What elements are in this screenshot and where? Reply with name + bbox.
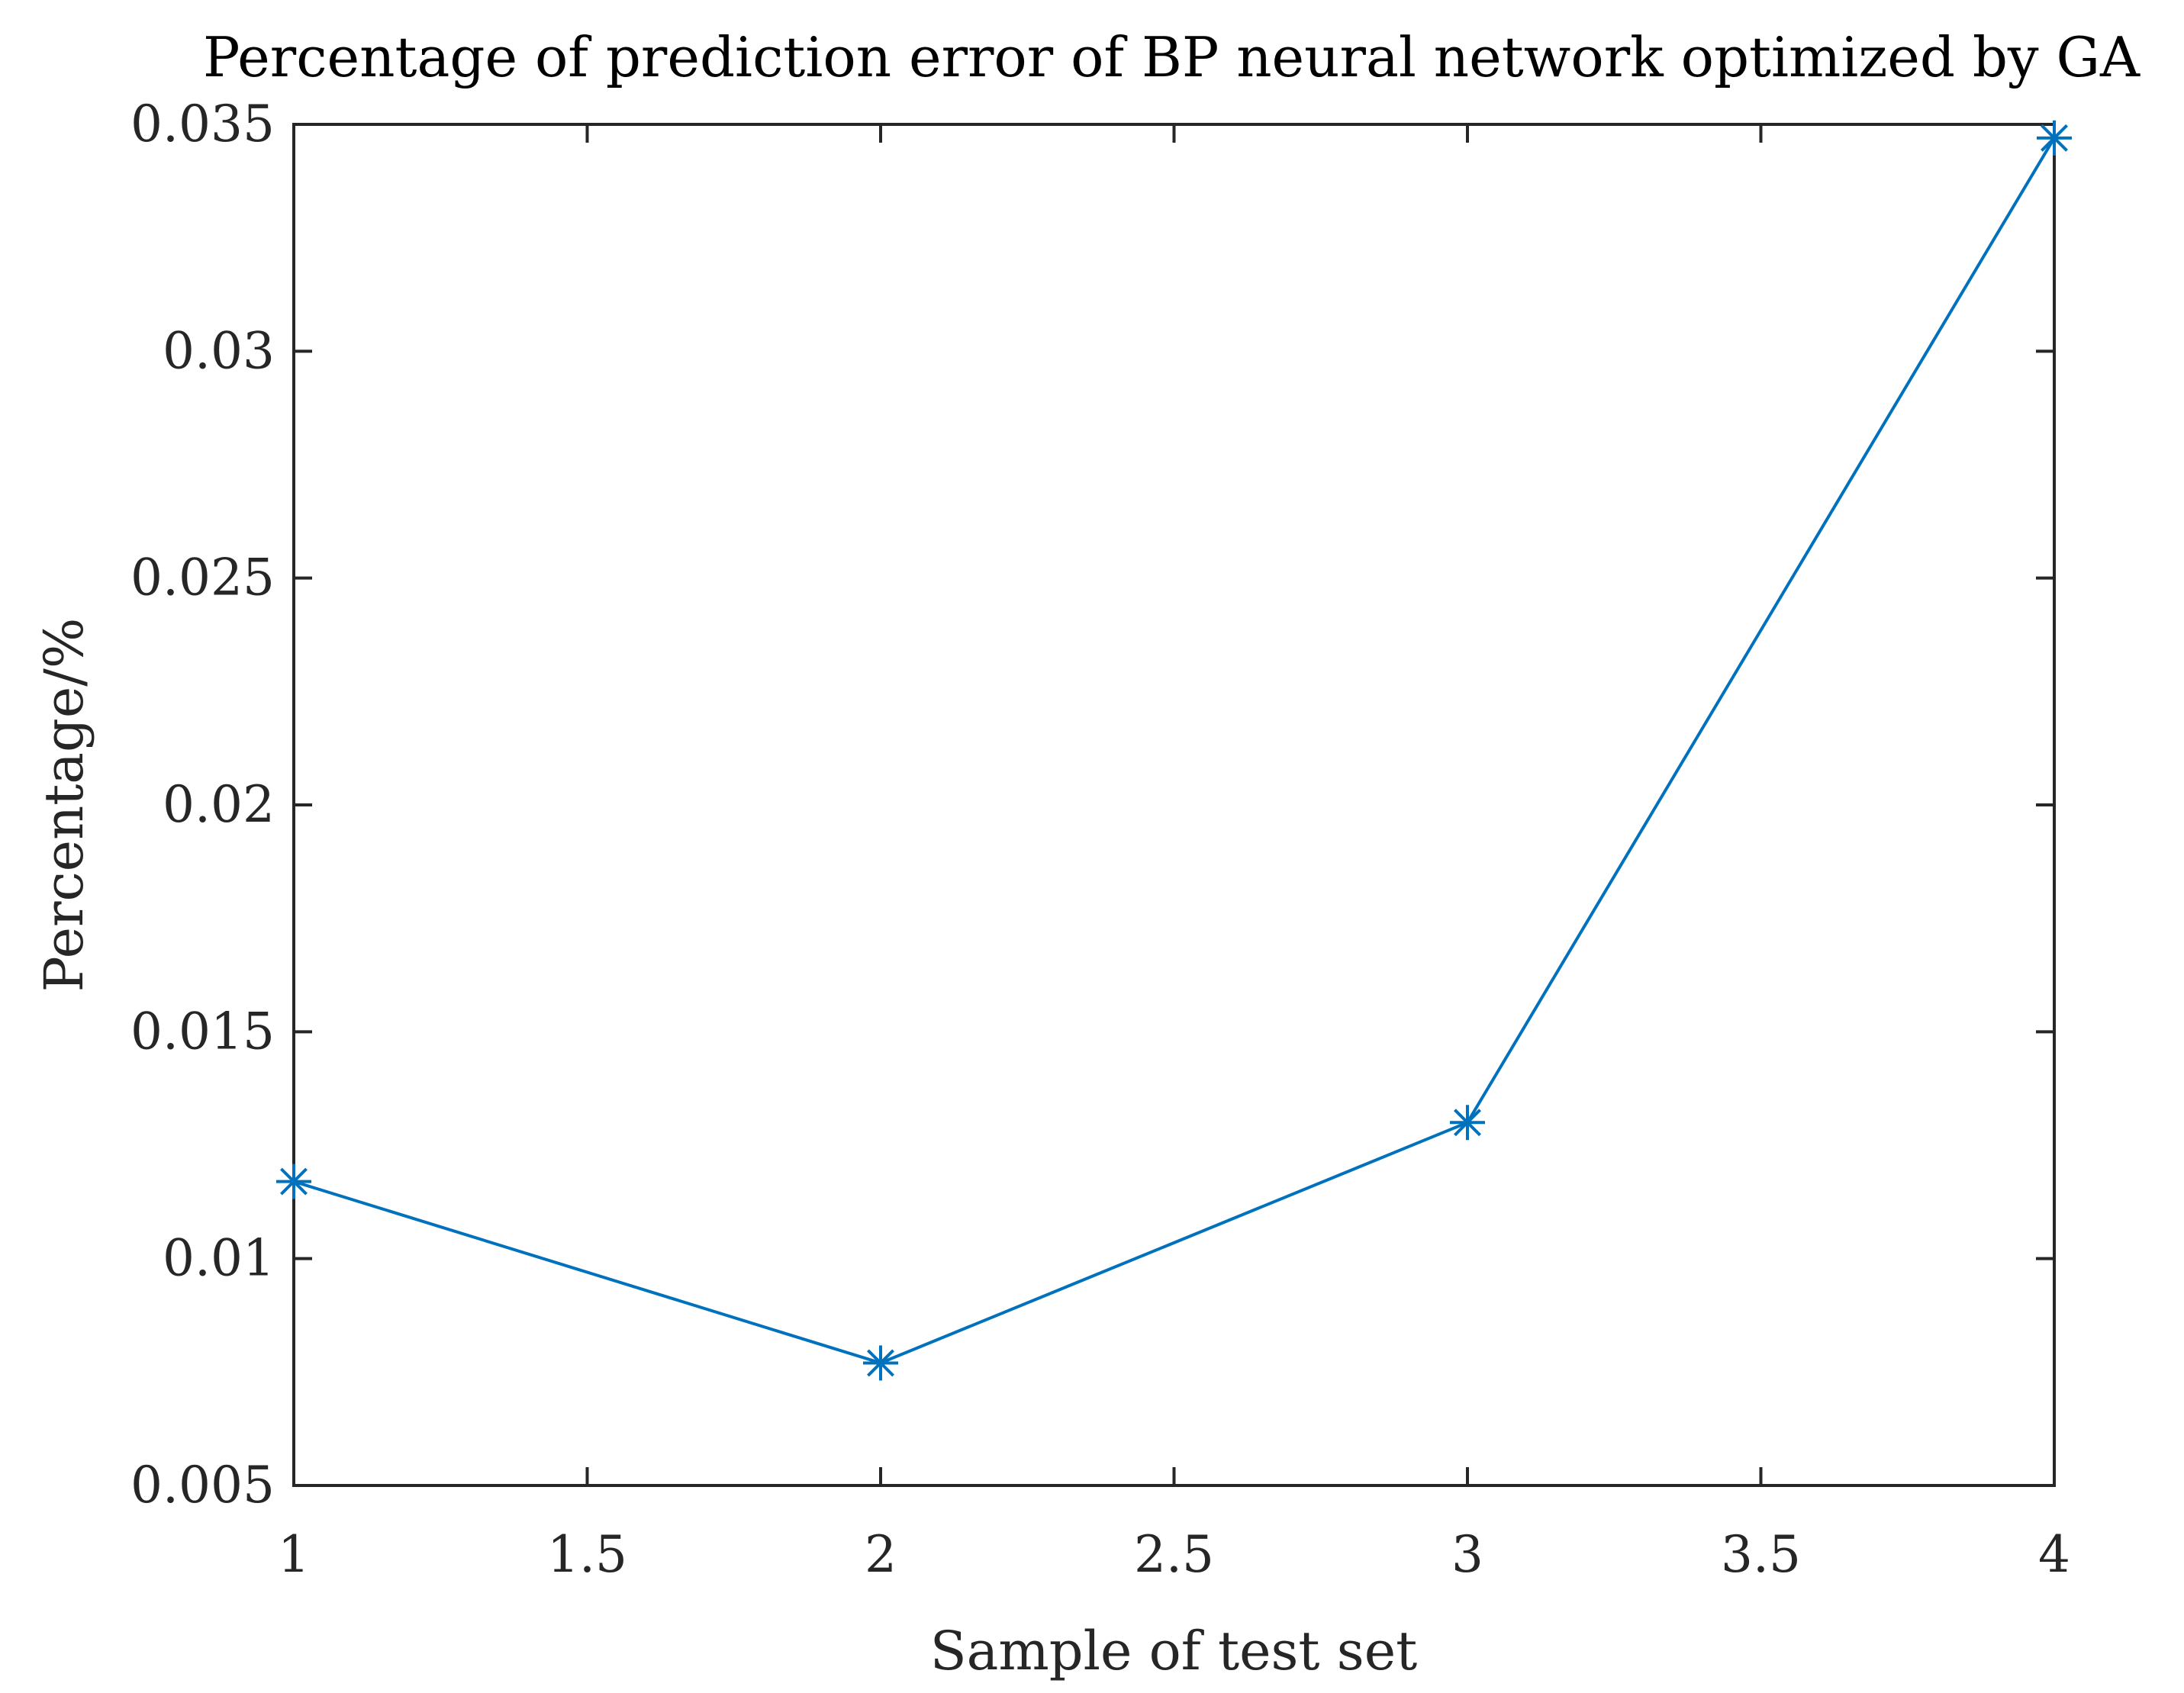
x-tick-label: 3 — [1451, 1525, 1483, 1584]
marker-stroke — [867, 1349, 894, 1377]
x-tick-label: 4 — [2038, 1525, 2070, 1584]
y-tick-label: 0.005 — [130, 1456, 275, 1514]
y-tick-label: 0.01 — [163, 1229, 275, 1288]
y-tick-label: 0.03 — [163, 321, 275, 380]
x-tick-label: 2 — [865, 1525, 897, 1584]
data-point — [1450, 1105, 1485, 1141]
y-tick-label: 0.035 — [130, 95, 275, 153]
data-point — [2037, 120, 2072, 156]
x-tick-label: 3.5 — [1721, 1525, 1801, 1584]
x-axis-label: Sample of test set — [930, 1620, 1418, 1682]
series-line — [293, 137, 2056, 1365]
y-axis-ticks — [294, 123, 2054, 1487]
y-axis-tick-labels: 0.005 0.01 0.015 0.02 0.025 0.03 0.035 — [130, 95, 275, 1514]
marker-stroke — [2041, 124, 2068, 152]
chart-title: Percentage of prediction error of BP neu… — [203, 25, 2141, 89]
x-tick-label: 1 — [278, 1525, 310, 1584]
x-axis-tick-labels: 1 1.5 2 2.5 3 3.5 4 — [278, 1525, 2070, 1584]
data-point — [276, 1164, 311, 1199]
data-point-markers — [276, 120, 2072, 1381]
x-tick-label: 1.5 — [547, 1525, 627, 1584]
y-axis-label: Percentage/% — [33, 618, 95, 993]
marker-stroke — [1454, 1109, 1481, 1137]
plot-area — [292, 123, 2056, 1487]
marker-stroke — [280, 1167, 308, 1196]
data-point — [863, 1345, 898, 1381]
y-tick-label: 0.02 — [163, 775, 275, 834]
x-tick-label: 2.5 — [1134, 1525, 1214, 1584]
y-tick-label: 0.015 — [130, 1002, 275, 1061]
y-tick-label: 0.025 — [130, 549, 275, 607]
